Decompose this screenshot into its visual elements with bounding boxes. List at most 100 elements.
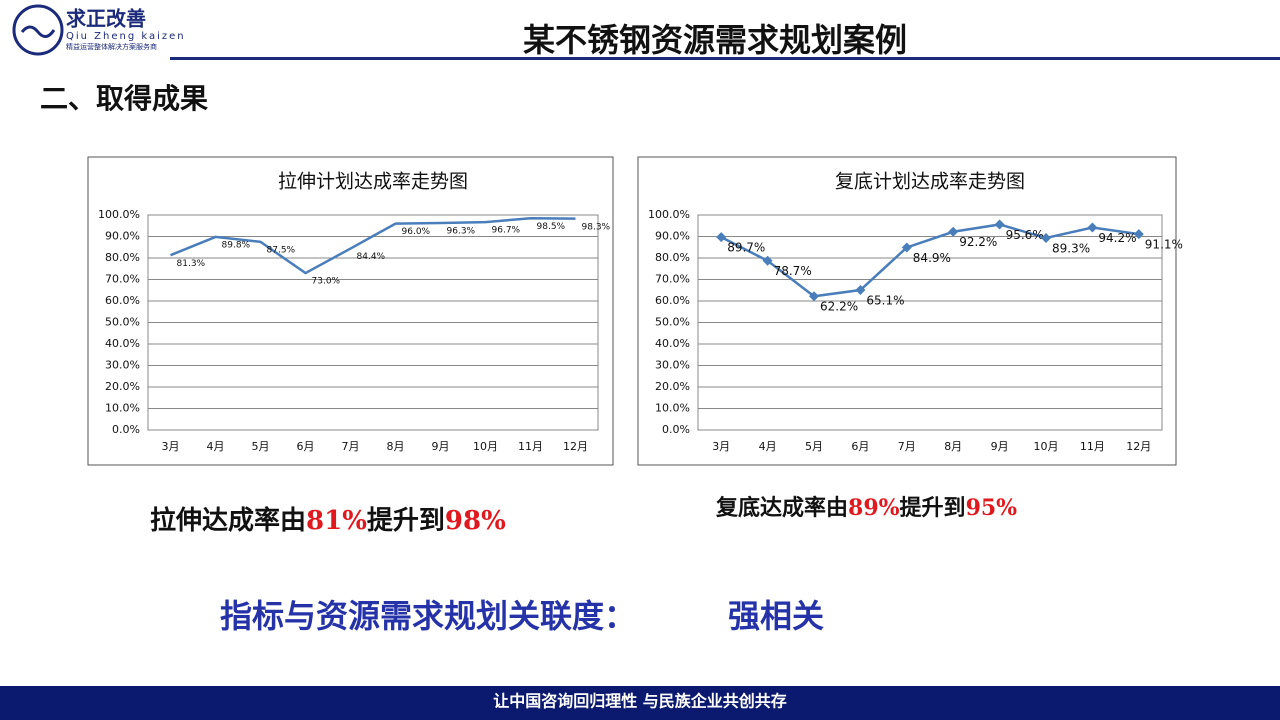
x-tick-label: 4月 bbox=[759, 440, 777, 453]
footer-text: 让中国咨询回归理性 与民族企业共创共存 bbox=[493, 692, 787, 711]
y-tick-label: 60.0% bbox=[655, 294, 690, 307]
y-tick-label: 50.0% bbox=[655, 316, 690, 329]
data-point bbox=[1133, 229, 1144, 240]
data-label: 62.2% bbox=[820, 300, 858, 314]
data-label: 94.2% bbox=[1098, 231, 1136, 245]
data-label: 89.7% bbox=[727, 240, 765, 254]
data-line bbox=[720, 223, 1139, 298]
data-label: 81.3% bbox=[177, 259, 206, 269]
y-tick-label: 20.0% bbox=[105, 380, 140, 393]
logo-title: 求正改善 bbox=[66, 7, 146, 31]
chart-frame bbox=[87, 156, 614, 466]
slide-title: 某不锈钢资源需求规划案例 bbox=[523, 21, 907, 59]
y-tick-label: 60.0% bbox=[105, 294, 140, 307]
x-tick-label: 8月 bbox=[387, 440, 405, 453]
x-tick-label: 8月 bbox=[944, 440, 962, 453]
plot-frame bbox=[147, 214, 599, 431]
y-tick-label: 30.0% bbox=[655, 359, 690, 372]
plot-frame bbox=[697, 214, 1163, 431]
summary: 复底达成率由89%提升到95% bbox=[716, 490, 1017, 522]
y-tick-label: 10.0% bbox=[105, 402, 140, 415]
data-label: 98.5% bbox=[537, 222, 566, 232]
x-tick-label: 5月 bbox=[805, 440, 823, 453]
chart-frame bbox=[637, 156, 1177, 466]
y-tick-label: 50.0% bbox=[105, 316, 140, 329]
x-tick-label: 6月 bbox=[297, 440, 315, 453]
x-tick-label: 5月 bbox=[252, 440, 270, 453]
y-tick-label: 0.0% bbox=[112, 423, 140, 436]
data-label: 65.1% bbox=[866, 293, 904, 307]
x-tick-label: 11月 bbox=[518, 440, 543, 453]
y-tick-label: 100.0% bbox=[98, 208, 140, 221]
data-point bbox=[762, 255, 773, 266]
logo-tagline: 精益运营整体解决方案服务商 bbox=[66, 42, 157, 51]
summary-text: 提升到 bbox=[366, 506, 445, 536]
data-point bbox=[994, 219, 1005, 230]
data-label: 96.0% bbox=[402, 227, 431, 237]
data-label: 96.3% bbox=[447, 227, 476, 237]
data-point bbox=[901, 242, 912, 253]
data-label: 78.7% bbox=[774, 264, 812, 278]
data-point bbox=[716, 232, 727, 243]
x-tick-label: 4月 bbox=[207, 440, 225, 453]
conclusion-text: 指标与资源需求规划关联度： bbox=[220, 597, 636, 635]
summary-value: 98% bbox=[444, 506, 506, 536]
data-label: 95.6% bbox=[1006, 228, 1044, 242]
x-tick-label: 3月 bbox=[712, 440, 730, 453]
y-tick-label: 90.0% bbox=[105, 230, 140, 243]
data-point bbox=[948, 226, 959, 237]
data-line bbox=[170, 216, 576, 275]
y-tick-label: 10.0% bbox=[655, 402, 690, 415]
x-tick-label: 10月 bbox=[473, 440, 498, 453]
conclusion-value: 强相关 bbox=[728, 597, 824, 635]
y-tick-label: 40.0% bbox=[105, 337, 140, 350]
data-label: 96.7% bbox=[492, 226, 521, 236]
data-label: 87.5% bbox=[267, 245, 296, 255]
data-point bbox=[1041, 233, 1051, 244]
data-point bbox=[855, 285, 866, 296]
data-label: 91.1% bbox=[1145, 237, 1183, 251]
data-label: 89.3% bbox=[1052, 241, 1090, 255]
summary-text: 复底达成率由 bbox=[716, 495, 849, 521]
x-tick-label: 9月 bbox=[991, 440, 1009, 453]
data-label: 92.2% bbox=[959, 235, 997, 249]
y-tick-label: 0.0% bbox=[662, 423, 690, 436]
data-label: 73.0% bbox=[312, 277, 341, 287]
chart-title: 拉伸计划达成率走势图 bbox=[278, 171, 468, 193]
x-tick-label: 6月 bbox=[851, 440, 869, 453]
y-tick-label: 30.0% bbox=[105, 359, 140, 372]
summary-text: 拉伸达成率由 bbox=[150, 506, 307, 536]
x-tick-label: 9月 bbox=[432, 440, 450, 453]
y-tick-label: 80.0% bbox=[105, 251, 140, 264]
summary-value: 95% bbox=[965, 495, 1018, 521]
logo-subtitle: Qiu Zheng kaizen bbox=[66, 31, 186, 42]
x-tick-label: 3月 bbox=[162, 440, 180, 453]
data-point bbox=[809, 291, 819, 302]
x-tick-label: 10月 bbox=[1034, 440, 1059, 453]
y-tick-label: 40.0% bbox=[655, 337, 690, 350]
summary: 拉伸达成率由81%提升到98% bbox=[150, 500, 506, 537]
y-tick-label: 70.0% bbox=[105, 273, 140, 286]
x-tick-label: 7月 bbox=[898, 440, 916, 453]
footer-bar bbox=[0, 686, 1280, 720]
header-rule bbox=[170, 57, 1280, 60]
x-tick-label: 7月 bbox=[342, 440, 360, 453]
section-title: 二、取得成果 bbox=[40, 82, 208, 115]
x-tick-label: 12月 bbox=[1126, 440, 1151, 453]
y-tick-label: 20.0% bbox=[655, 380, 690, 393]
data-label: 84.9% bbox=[913, 251, 951, 265]
data-label: 84.4% bbox=[357, 252, 386, 262]
summary-text: 提升到 bbox=[899, 495, 966, 521]
y-tick-label: 80.0% bbox=[655, 251, 690, 264]
summary-value: 89% bbox=[848, 495, 900, 521]
logo-wave bbox=[20, 25, 56, 38]
data-label: 98.3% bbox=[582, 222, 611, 232]
x-tick-label: 11月 bbox=[1080, 440, 1105, 453]
chart-title: 复底计划达成率走势图 bbox=[835, 171, 1025, 193]
data-point bbox=[1087, 222, 1098, 233]
y-tick-label: 90.0% bbox=[655, 230, 690, 243]
data-label: 89.8% bbox=[222, 241, 251, 251]
x-tick-label: 12月 bbox=[563, 440, 588, 453]
